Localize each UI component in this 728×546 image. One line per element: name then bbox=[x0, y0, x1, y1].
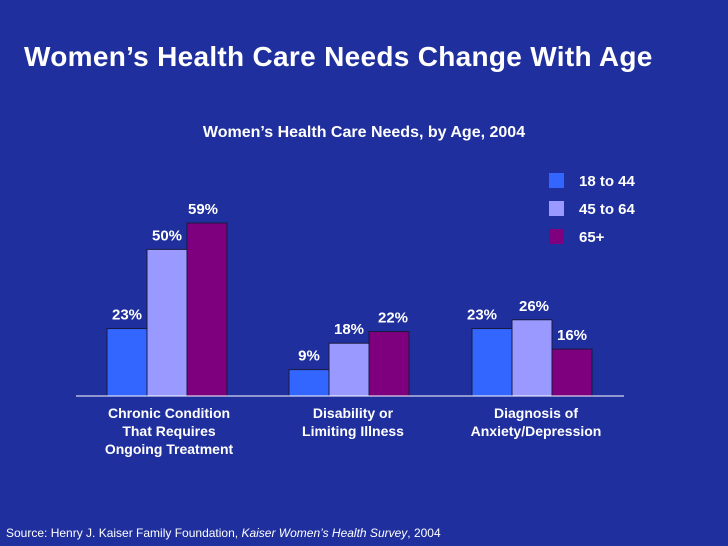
source-note: Source: Henry J. Kaiser Family Foundatio… bbox=[6, 526, 441, 540]
legend-swatch bbox=[549, 201, 564, 216]
bar bbox=[106, 328, 148, 397]
bars-layer bbox=[106, 222, 593, 397]
category-label: That Requires bbox=[122, 423, 216, 439]
slide-title: Women’s Health Care Needs Change With Ag… bbox=[24, 41, 653, 72]
chart-title: Women’s Health Care Needs, by Age, 2004 bbox=[203, 124, 525, 141]
bar bbox=[328, 342, 370, 397]
value-labels-layer: 23% 9% 23% 50% 18% 26% 59% 22% 16% bbox=[112, 201, 587, 365]
category-label: Chronic Condition bbox=[108, 405, 230, 421]
value-label: 23% bbox=[467, 307, 497, 324]
legend-label: 18 to 44 bbox=[579, 173, 636, 190]
bar bbox=[471, 328, 513, 397]
source-publication: Kaiser Women’s Health Survey bbox=[241, 526, 408, 540]
value-label: 16% bbox=[557, 327, 587, 344]
bar bbox=[146, 248, 188, 397]
category-label: Limiting Illness bbox=[302, 423, 404, 439]
value-label: 59% bbox=[188, 201, 218, 218]
value-label: 26% bbox=[519, 298, 549, 315]
source-prefix: Source: Henry J. Kaiser Family Foundatio… bbox=[6, 526, 242, 540]
value-label: 9% bbox=[298, 348, 320, 365]
legend: 18 to 44 45 to 64 65+ bbox=[549, 173, 636, 246]
legend-swatch bbox=[549, 173, 564, 188]
value-label: 18% bbox=[334, 321, 364, 338]
bar bbox=[186, 222, 228, 397]
legend-label: 65+ bbox=[579, 229, 605, 246]
value-label: 22% bbox=[378, 309, 408, 326]
legend-label: 45 to 64 bbox=[579, 201, 636, 218]
bar bbox=[551, 348, 593, 397]
legend-swatch bbox=[549, 229, 564, 244]
bar bbox=[511, 319, 553, 397]
bar bbox=[368, 330, 410, 397]
value-label: 50% bbox=[152, 227, 182, 244]
category-label: Disability or bbox=[313, 405, 394, 421]
category-labels-layer: Chronic Condition That Requires Ongoing Tr… bbox=[105, 405, 602, 457]
category-label: Anxiety/Depression bbox=[471, 423, 602, 439]
category-label: Diagnosis of bbox=[494, 405, 578, 421]
category-label: Ongoing Treatment bbox=[105, 441, 234, 457]
value-label: 23% bbox=[112, 307, 142, 324]
bar bbox=[288, 369, 330, 397]
source-suffix: , 2004 bbox=[407, 526, 441, 540]
